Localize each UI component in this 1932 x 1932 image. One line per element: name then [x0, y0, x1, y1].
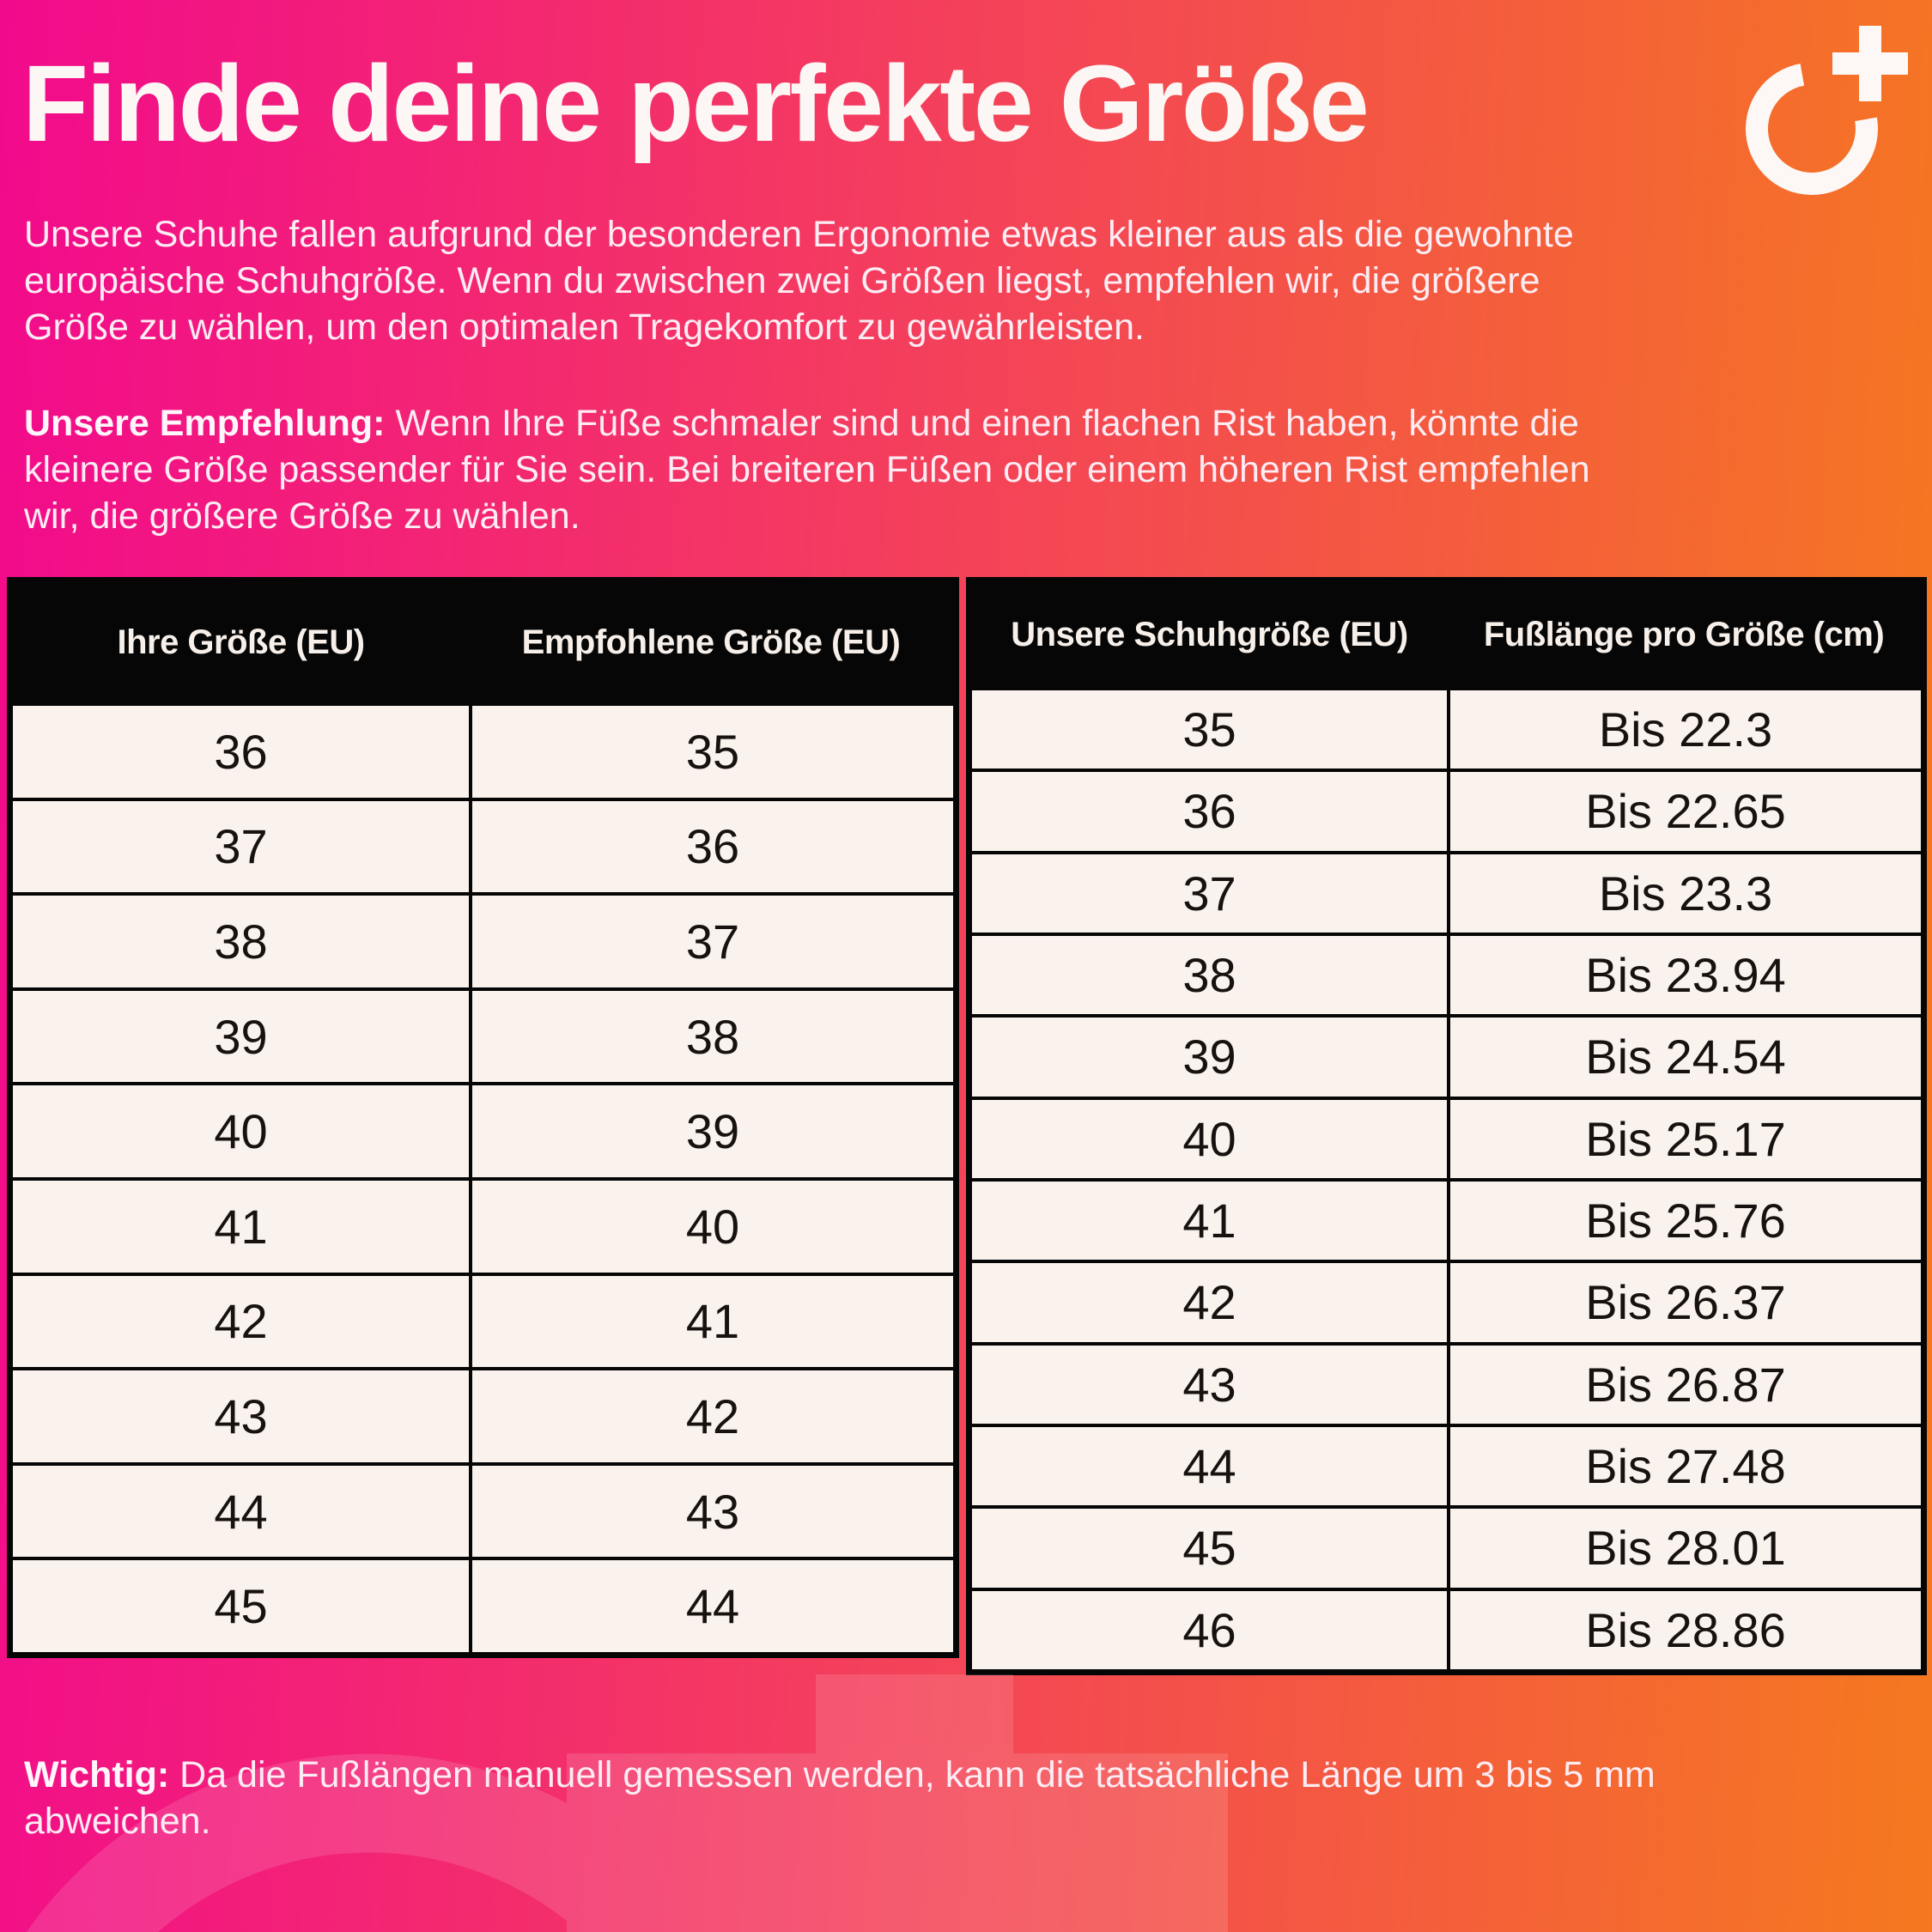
table-cell: Bis 25.17 [1447, 1099, 1921, 1178]
table-row: 42 41 [13, 1272, 953, 1368]
table-cell: 44 [214, 1484, 268, 1539]
table-cell: 42 [469, 1370, 953, 1462]
column-header: Unsere Schuhgröße (EU) [1011, 616, 1408, 653]
table-row: 36 35 [13, 702, 953, 798]
table-cell: 37 [469, 896, 953, 987]
table-row: 36 Bis 22.65 [972, 769, 1921, 851]
circle-plus-logo-icon [1746, 26, 1908, 195]
table-cell: Bis 28.86 [1447, 1590, 1921, 1669]
table-cell: Bis 24.54 [1447, 1018, 1921, 1097]
note-label: Wichtig: [24, 1754, 170, 1795]
table-row: 37 36 [13, 797, 953, 893]
recommendation-text: Unsere Empfehlung: Wenn Ihre Füße schmal… [24, 403, 1590, 537]
table-cell: Bis 22.3 [1447, 690, 1921, 769]
table-cell: Bis 23.94 [1447, 935, 1921, 1015]
table-row: 45 Bis 28.01 [972, 1505, 1921, 1588]
column-header: Empfohlene Größe (EU) [521, 623, 901, 661]
table-cell: 41 [469, 1275, 953, 1368]
foot-length-table: Unsere Schuhgröße (EU) Fußlänge pro Größ… [966, 577, 1927, 1675]
table-row: 45 44 [13, 1557, 953, 1652]
size-recommendation-table: Ihre Größe (EU) Empfohlene Größe (EU) 36… [7, 577, 959, 1658]
table-header-row: Unsere Schuhgröße (EU) Fußlänge pro Größ… [972, 583, 1921, 687]
table-cell: 43 [1182, 1357, 1236, 1412]
table-row: 41 40 [13, 1176, 953, 1273]
table-cell: Bis 22.65 [1447, 772, 1921, 851]
table-cell: 39 [214, 1009, 268, 1064]
table-row: 43 42 [13, 1367, 953, 1462]
table-cell: 43 [469, 1465, 953, 1558]
column-header: Fußlänge pro Größe (cm) [1483, 616, 1885, 653]
table-cell: 37 [214, 819, 268, 874]
table-cell: 44 [469, 1560, 953, 1652]
table-row: 40 Bis 25.17 [972, 1096, 1921, 1178]
table-cell: 46 [1182, 1602, 1236, 1657]
watermark-circle-plus-logo-icon [27, 1674, 1228, 1932]
table-cell: 39 [469, 1085, 953, 1177]
table-cell: 41 [214, 1199, 268, 1254]
table-row: 44 43 [13, 1461, 953, 1558]
recommendation-label: Unsere Empfehlung: [24, 403, 386, 444]
table-cell: 38 [214, 914, 268, 969]
table-cell: 43 [214, 1388, 268, 1443]
table-row: 40 39 [13, 1082, 953, 1177]
table-cell: 36 [469, 800, 953, 893]
table-cell: 35 [469, 706, 953, 798]
table-cell: 38 [469, 990, 953, 1083]
table-cell: 45 [214, 1579, 268, 1634]
table-row: 39 38 [13, 987, 953, 1083]
table-cell: Bis 26.37 [1447, 1263, 1921, 1342]
table-cell: 39 [1182, 1030, 1236, 1084]
intro-text: Unsere Schuhe fallen aufgrund der besond… [24, 214, 1574, 348]
table-cell: 40 [214, 1104, 268, 1159]
table-row: 37 Bis 23.3 [972, 850, 1921, 933]
table-row: 41 Bis 25.76 [972, 1177, 1921, 1261]
table-cell: Bis 26.87 [1447, 1345, 1921, 1424]
column-header: Ihre Größe (EU) [117, 623, 365, 661]
table-cell: Bis 23.3 [1447, 854, 1921, 933]
table-cell: 40 [469, 1180, 953, 1273]
table-row: 43 Bis 26.87 [972, 1341, 1921, 1424]
table-cell: 42 [1182, 1275, 1236, 1330]
table-cell: 42 [214, 1294, 268, 1349]
page-title: Finde deine perfekte Größe [22, 43, 1370, 164]
table-cell: 37 [1182, 866, 1236, 920]
note-text: Wichtig: Da die Fußlängen manuell gemess… [24, 1754, 1656, 1842]
table-cell: 36 [214, 724, 268, 779]
table-row: 38 Bis 23.94 [972, 932, 1921, 1015]
table-cell: 40 [1182, 1111, 1236, 1166]
table-cell: Bis 28.01 [1447, 1509, 1921, 1588]
table-cell: 41 [1182, 1194, 1236, 1249]
table-cell: 38 [1182, 948, 1236, 1003]
table-row: 42 Bis 26.37 [972, 1260, 1921, 1342]
table-row: 46 Bis 28.86 [972, 1587, 1921, 1669]
table-row: 38 37 [13, 892, 953, 987]
table-header-row: Ihre Größe (EU) Empfohlene Größe (EU) [13, 583, 953, 702]
table-row: 44 Bis 27.48 [972, 1423, 1921, 1506]
table-row: 39 Bis 24.54 [972, 1014, 1921, 1097]
table-cell: 35 [1182, 702, 1236, 757]
table-cell: Bis 25.76 [1447, 1181, 1921, 1261]
table-row: 35 Bis 22.3 [972, 687, 1921, 769]
table-cell: 44 [1182, 1439, 1236, 1494]
table-cell: Bis 27.48 [1447, 1426, 1921, 1506]
table-cell: 36 [1182, 784, 1236, 839]
table-cell: 45 [1182, 1521, 1236, 1576]
